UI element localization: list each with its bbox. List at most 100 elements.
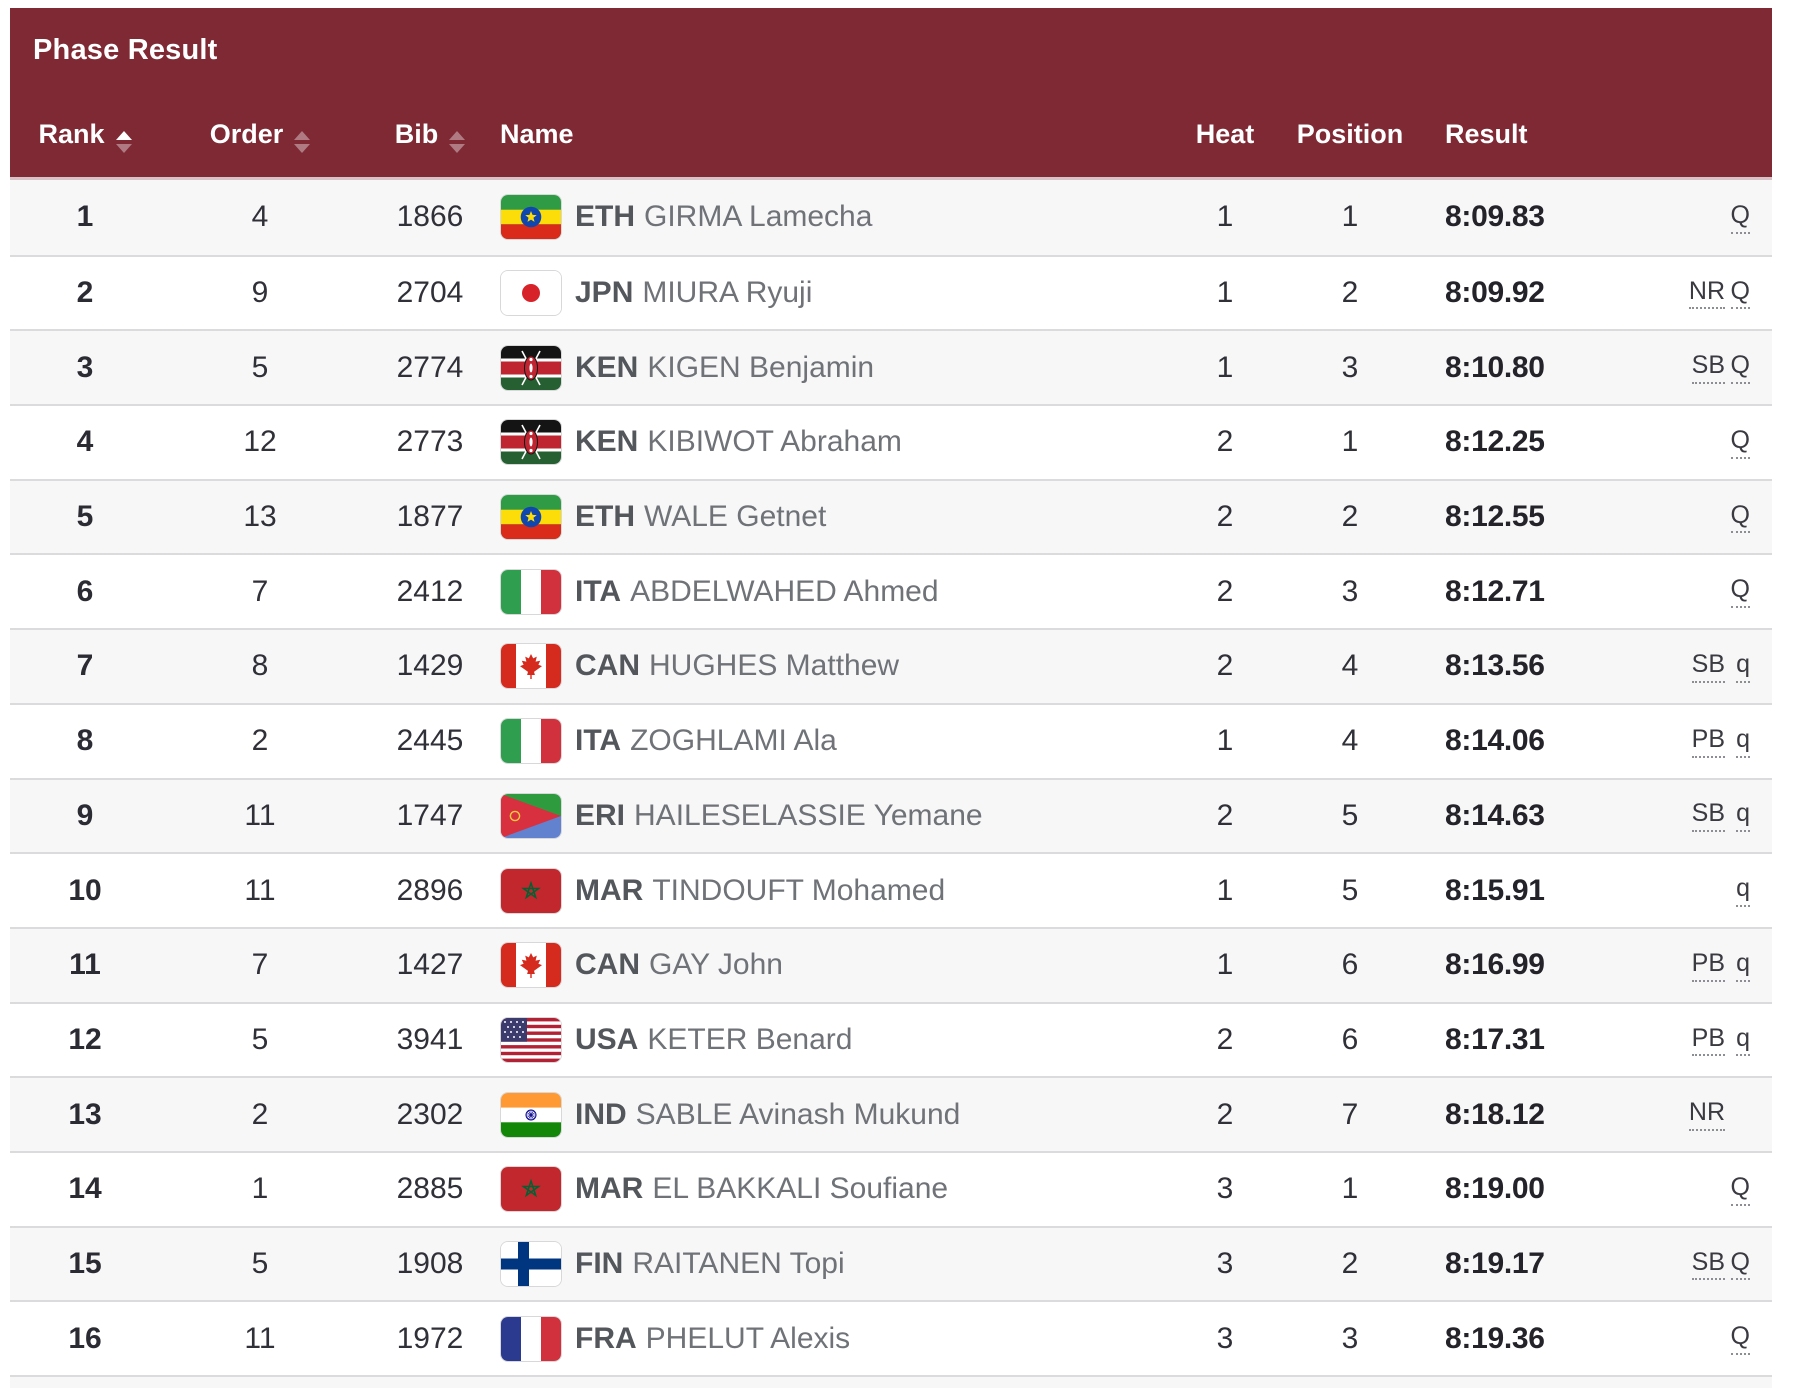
jpn-flag bbox=[500, 270, 562, 317]
noc-code: JPN bbox=[575, 276, 634, 310]
sort-arrows-icon bbox=[115, 130, 132, 153]
order-value: 11 bbox=[244, 873, 276, 907]
result-value: 8:14.63 bbox=[1445, 798, 1545, 832]
column-label-rank: Rank bbox=[38, 119, 105, 149]
ita-flag bbox=[500, 718, 562, 765]
fra-flag bbox=[500, 1315, 562, 1362]
athlete-name: WALE Getnet bbox=[644, 500, 827, 534]
column-header-heat: Heat bbox=[1160, 119, 1290, 150]
rank-value: 9 bbox=[76, 798, 94, 832]
rank-value: 1 bbox=[76, 200, 94, 234]
record-badge: SB bbox=[1691, 799, 1725, 833]
noc-code: MAR bbox=[575, 873, 644, 907]
heat-value: 2 bbox=[1216, 1097, 1234, 1131]
position-value: 5 bbox=[1341, 798, 1359, 832]
table-row: 10 11 2896 MAR TINDOUFT Mohamed 1 5 8:15… bbox=[10, 852, 1772, 927]
noc-code: FRA bbox=[575, 1321, 637, 1355]
qualification-badge: Q bbox=[1730, 351, 1750, 385]
position-value: 2 bbox=[1341, 500, 1359, 534]
heat-value: 1 bbox=[1216, 873, 1234, 907]
noc-code: USA bbox=[575, 1022, 639, 1056]
order-value: 5 bbox=[251, 1246, 269, 1280]
column-header-bib[interactable]: Bib bbox=[360, 119, 500, 153]
bib-value: 1866 bbox=[396, 200, 464, 234]
eth-flag bbox=[500, 194, 562, 241]
result-value: 8:12.25 bbox=[1445, 425, 1545, 459]
column-header-row: Rank Order Bib Name Heat Po bbox=[10, 92, 1772, 177]
position-value: 6 bbox=[1341, 948, 1359, 982]
ita-flag bbox=[500, 568, 562, 615]
result-value: 8:17.31 bbox=[1445, 1022, 1545, 1056]
athlete-cell: ITA ZOGHLAMI Ala bbox=[500, 718, 1160, 765]
noc-code: KEN bbox=[575, 350, 639, 384]
eri-flag bbox=[500, 792, 562, 839]
rank-value: 2 bbox=[76, 276, 94, 310]
result-value: 8:19.36 bbox=[1445, 1321, 1545, 1355]
column-label-name: Name bbox=[500, 119, 574, 149]
noc-code: ETH bbox=[575, 500, 635, 534]
heat-value: 2 bbox=[1216, 798, 1234, 832]
ind-flag bbox=[500, 1091, 562, 1138]
can-flag bbox=[500, 643, 562, 690]
order-value: 5 bbox=[251, 350, 269, 384]
athlete-cell: CAN GAY John bbox=[500, 942, 1160, 989]
column-header-order[interactable]: Order bbox=[160, 119, 360, 153]
athlete-cell: ETH GIRMA Lamecha bbox=[500, 194, 1160, 241]
athlete-cell: KEN KIGEN Benjamin bbox=[500, 344, 1160, 391]
qualification-cell: Q bbox=[1725, 1322, 1772, 1356]
column-label-order: Order bbox=[209, 119, 284, 149]
fin-flag bbox=[500, 1240, 562, 1287]
position-value: 2 bbox=[1341, 276, 1359, 310]
rank-value: 6 bbox=[76, 574, 94, 608]
position-value: 3 bbox=[1341, 350, 1359, 384]
result-value: 8:10.80 bbox=[1445, 350, 1545, 384]
noc-code: ERI bbox=[575, 798, 626, 832]
position-value: 4 bbox=[1341, 649, 1359, 683]
qualification-badge: Q bbox=[1730, 575, 1750, 609]
athlete-cell: MAR EL BAKKALI Soufiane bbox=[500, 1166, 1160, 1213]
column-header-result: Result bbox=[1410, 119, 1640, 150]
rank-value: 3 bbox=[76, 350, 94, 384]
heat-value: 1 bbox=[1216, 276, 1234, 310]
athlete-cell: CAN HUGHES Matthew bbox=[500, 643, 1160, 690]
qualification-cell: Q bbox=[1725, 201, 1772, 234]
result-value: 8:12.55 bbox=[1445, 500, 1545, 534]
record-badge: PB bbox=[1691, 1024, 1725, 1057]
athlete-cell: IND SABLE Avinash Mukund bbox=[500, 1091, 1160, 1138]
athlete-cell: JPN MIURA Ryuji bbox=[500, 270, 1160, 317]
record-cell: SB bbox=[1640, 650, 1725, 683]
column-header-rank[interactable]: Rank bbox=[10, 119, 160, 153]
table-row: 7 8 1429 CAN HUGHES Matthew 2 4 8:13.56 … bbox=[10, 628, 1772, 703]
record-badge: NR bbox=[1688, 1098, 1725, 1131]
athlete-cell: FRA PHELUT Alexis bbox=[500, 1315, 1160, 1362]
heat-value: 2 bbox=[1216, 649, 1234, 683]
table-row: 4 12 2773 KEN KIBIWOT Abraham 2 1 8:12.2… bbox=[10, 404, 1772, 479]
order-value: 2 bbox=[251, 724, 269, 758]
table-row: 14 1 2885 MAR EL BAKKALI Soufiane 3 1 8:… bbox=[10, 1150, 1772, 1226]
bib-value: 1747 bbox=[396, 798, 464, 832]
heat-value: 2 bbox=[1216, 1022, 1234, 1056]
noc-code: IND bbox=[575, 1097, 627, 1131]
rank-value: 15 bbox=[68, 1246, 102, 1280]
eth-flag bbox=[500, 494, 562, 541]
noc-code: FIN bbox=[575, 1246, 624, 1280]
qualification-badge: q bbox=[1736, 949, 1750, 982]
qualification-cell: Q bbox=[1725, 1248, 1772, 1281]
qualification-cell: Q bbox=[1725, 426, 1772, 459]
qualification-badge: Q bbox=[1730, 1322, 1750, 1356]
order-value: 2 bbox=[251, 1097, 269, 1131]
athlete-cell: ERI HAILESELASSIE Yemane bbox=[500, 792, 1160, 839]
ken-flag bbox=[500, 344, 562, 391]
record-cell: PB bbox=[1640, 1024, 1725, 1057]
athlete-name: ABDELWAHED Ahmed bbox=[630, 574, 939, 608]
heat-value: 2 bbox=[1216, 425, 1234, 459]
athlete-name: MIURA Ryuji bbox=[642, 276, 813, 310]
table-row: 12 5 3941 USA KETER Benard 2 6 8:17.31 P… bbox=[10, 1001, 1772, 1077]
table-row: 8 2 2445 ITA ZOGHLAMI Ala 1 4 8:14.06 PB… bbox=[10, 702, 1772, 778]
bib-value: 2704 bbox=[396, 276, 464, 310]
table-header: Phase Result Rank Order Bib Name bbox=[10, 8, 1772, 180]
table-body: 1 4 1866 ETH GIRMA Lamecha 1 1 8:09.83 Q… bbox=[10, 180, 1772, 1375]
heat-value: 3 bbox=[1216, 1172, 1234, 1206]
heat-value: 1 bbox=[1216, 724, 1234, 758]
